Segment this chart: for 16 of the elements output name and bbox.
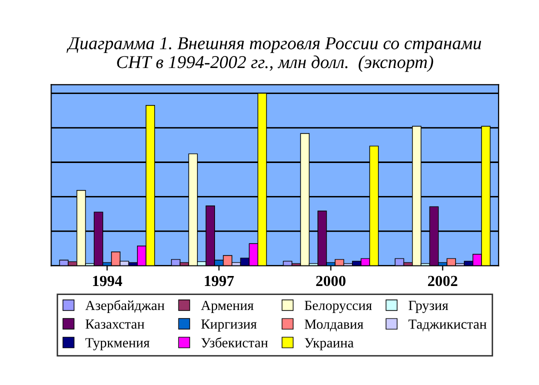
x-tick-label: 2002 bbox=[428, 276, 458, 286]
legend-label: Таджикистан bbox=[408, 320, 487, 332]
legend-label: Армения bbox=[200, 300, 254, 313]
legend-label: Украина bbox=[304, 338, 354, 350]
legend-label: Азербайджан bbox=[85, 300, 164, 313]
legend-label: Киргизия bbox=[201, 320, 257, 332]
chart-title: Диаграмма 1. Внешняя торговля России со странами СНТ в 1994-2002 гг., млн долл. (экспорт) bbox=[66, 37, 482, 72]
legend-label: Белоруссия bbox=[304, 300, 372, 313]
x-tick-label: 1997 bbox=[204, 276, 234, 286]
legend-label: Казахстан bbox=[86, 320, 144, 329]
legend-label: Грузия bbox=[408, 300, 448, 313]
legend-label: Туркмения bbox=[85, 338, 150, 350]
x-tick-label: 2000 bbox=[316, 276, 346, 286]
x-tick-label: 1994 bbox=[93, 276, 122, 286]
legend-label: Узбекистан bbox=[201, 337, 268, 348]
legend-label: Молдавия bbox=[304, 320, 364, 332]
